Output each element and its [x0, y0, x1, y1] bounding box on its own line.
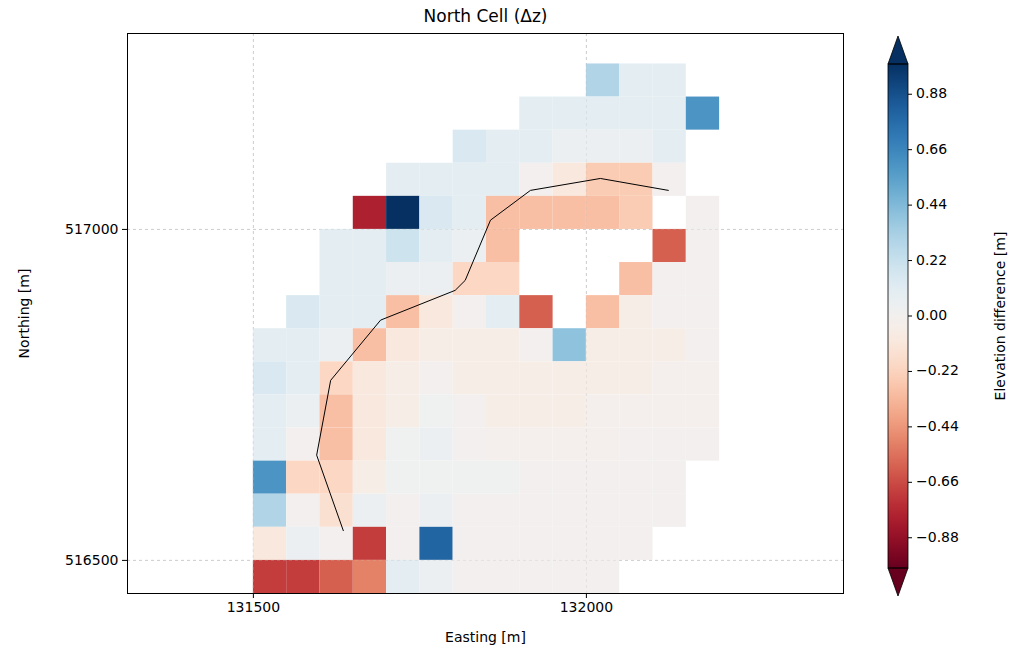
- svg-text:131500: 131500: [227, 599, 280, 615]
- svg-text:Easting [m]: Easting [m]: [445, 629, 526, 645]
- svg-text:132000: 132000: [560, 599, 613, 615]
- svg-text:0.66: 0.66: [916, 141, 947, 157]
- svg-text:−0.88: −0.88: [916, 529, 959, 545]
- svg-text:−0.66: −0.66: [916, 473, 959, 489]
- svg-text:Northing [m]: Northing [m]: [16, 269, 32, 359]
- svg-text:516500: 516500: [65, 552, 118, 568]
- svg-text:Elevation difference [m]: Elevation difference [m]: [992, 232, 1008, 401]
- svg-text:0.44: 0.44: [916, 196, 947, 212]
- svg-text:0.00: 0.00: [916, 307, 947, 323]
- svg-text:517000: 517000: [65, 221, 118, 237]
- svg-text:North Cell (Δz): North Cell (Δz): [424, 6, 548, 26]
- svg-text:−0.22: −0.22: [916, 362, 959, 378]
- svg-text:0.88: 0.88: [916, 85, 947, 101]
- svg-text:0.22: 0.22: [916, 252, 947, 268]
- svg-text:−0.44: −0.44: [916, 418, 959, 434]
